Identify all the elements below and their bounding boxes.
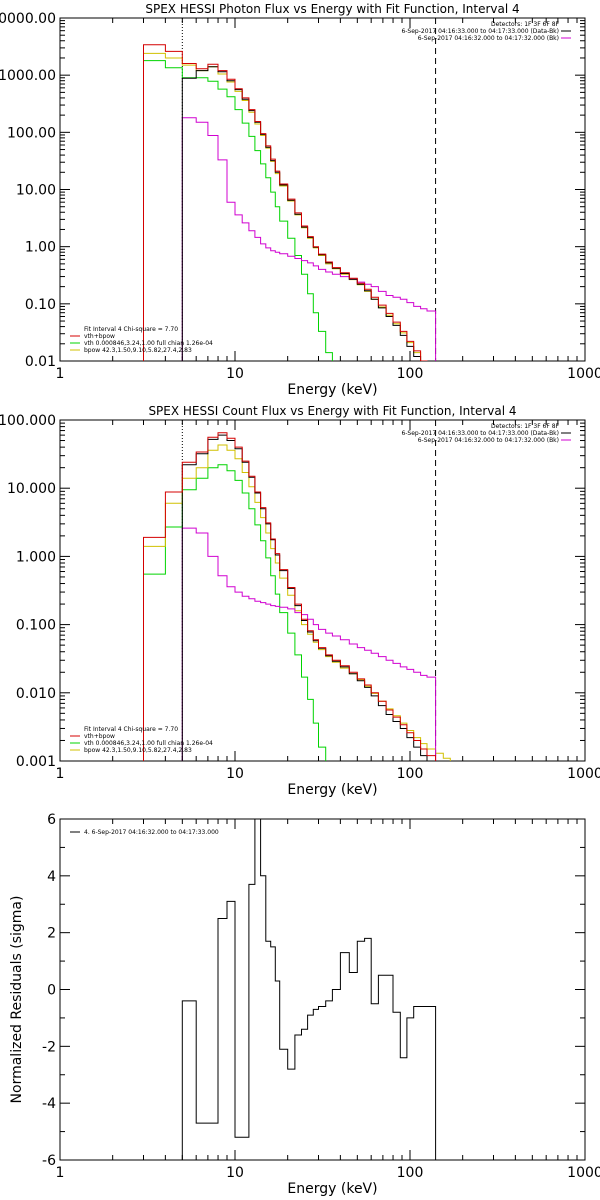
y-tick-label: 10.00: [16, 183, 56, 199]
x-tick-label: 1: [56, 366, 65, 382]
x-tick-label: 10: [226, 766, 244, 782]
series-vth: [143, 60, 333, 361]
legend-entry: bpow 42.3,1.50,9.10,5.82,27.4,2.83: [84, 747, 192, 754]
x-axis-label: Energy (keV): [287, 782, 377, 798]
info-line: Detectors: 1F 3F 6F 8F: [491, 21, 560, 28]
y-tick-label: 0.001: [16, 754, 56, 770]
x-tick-label: 1000: [567, 766, 600, 782]
info-line: 6-Sep-2017 04:16:33.000 to 04:17:33.000 …: [401, 430, 559, 437]
series-background: [181, 117, 437, 361]
y-tick-label: 1.00: [25, 240, 56, 256]
info-line: 6-Sep-2017 04:16:32.000 to 04:17:32.000 …: [418, 35, 559, 42]
x-tick-label: 100: [397, 766, 424, 782]
chart-panel-2: SPEX HESSI Count Flux vs Energy with Fit…: [0, 404, 600, 798]
y-tick-label: 0.010: [16, 686, 56, 702]
y-tick-label: -4: [42, 1096, 56, 1112]
x-tick-label: 10: [226, 1165, 244, 1181]
plot-frame: [59, 17, 586, 362]
series-bpow: [143, 444, 451, 761]
y-tick-label: -2: [42, 1039, 56, 1055]
y-tick-label: 6: [47, 812, 56, 828]
y-tick-label: -6: [42, 1153, 56, 1169]
y-tick-label: 1.000: [16, 549, 56, 565]
x-tick-label: 1: [56, 766, 65, 782]
legend-entry: 4. 6-Sep-2017 04:16:32.000 to 04:17:33.0…: [84, 829, 219, 836]
legend-entry: vth 0.000846,3.24,1.00 full chian 1.26e-…: [84, 740, 213, 747]
x-tick-label: 100: [397, 1165, 424, 1181]
y-tick-label: 0.100: [16, 618, 56, 634]
y-tick-label: 4: [47, 869, 56, 885]
plot-area: [181, 819, 437, 1160]
y-tick-label: 0.10: [25, 297, 56, 313]
plot-area: [143, 18, 444, 361]
x-tick-label: 100: [397, 366, 424, 382]
info-line: 6-Sep-2017 04:16:32.000 to 04:17:32.000 …: [418, 437, 559, 444]
series-data: [181, 819, 437, 1160]
series-total: [143, 432, 437, 761]
info-line: 6-Sep-2017 04:16:33.000 to 04:17:33.000 …: [401, 28, 559, 35]
x-tick-label: 10: [226, 366, 244, 382]
series-data: [181, 434, 436, 761]
chart-panel-1: SPEX HESSI Photon Flux vs Energy with Fi…: [0, 2, 600, 398]
y-axis-label: Normalized Residuals (sigma): [9, 896, 25, 1104]
legend-entry: vth 0.000846,3.24,1.00 full chian 1.26e-…: [84, 340, 213, 347]
plot-area: [143, 420, 451, 761]
legend-entry: Fit Interval 4 Chi-square = 7.70: [84, 726, 178, 733]
chart-title: SPEX HESSI Count Flux vs Energy with Fit…: [148, 404, 516, 418]
series-total: [143, 44, 437, 361]
chart-panel-3: 1 10 100 1000 -6 -4 -2 0 2 4 6 Energy (keV) Normaliz…: [9, 812, 600, 1197]
series-vth: [143, 464, 327, 761]
series-data: [181, 66, 437, 361]
chart-title: SPEX HESSI Photon Flux vs Energy with Fi…: [145, 2, 519, 16]
y-tick-label: 1000.00: [0, 68, 56, 84]
info-line: Detectors: 1F 3F 6F 8F: [491, 423, 560, 430]
legend-entry: vth+bpow: [84, 733, 115, 740]
y-tick-label: 0.01: [25, 354, 56, 370]
y-tick-label: 2: [47, 926, 56, 942]
x-tick-label: 1000: [567, 1165, 600, 1181]
legend-entry: vth+bpow: [84, 333, 115, 340]
plot-frame: [59, 419, 586, 762]
x-axis-label: Energy (keV): [287, 1181, 377, 1197]
y-tick-label: 10.000: [7, 481, 56, 497]
x-axis-label: Energy (keV): [287, 382, 377, 398]
y-tick-label: 0: [47, 983, 56, 999]
legend-entry: bpow 42.3,1.50,9.10,5.82,27.4,2.83: [84, 347, 192, 354]
series-bpow: [143, 52, 444, 361]
series-background: [181, 527, 437, 761]
x-tick-label: 1: [56, 1165, 65, 1181]
x-tick-label: 1000: [567, 366, 600, 382]
plot-frame: [59, 818, 586, 1161]
legend-entry: Fit Interval 4 Chi-square = 7.70: [84, 326, 178, 333]
y-tick-label: 100.000: [0, 413, 56, 429]
y-tick-label: 100.00: [7, 125, 56, 141]
